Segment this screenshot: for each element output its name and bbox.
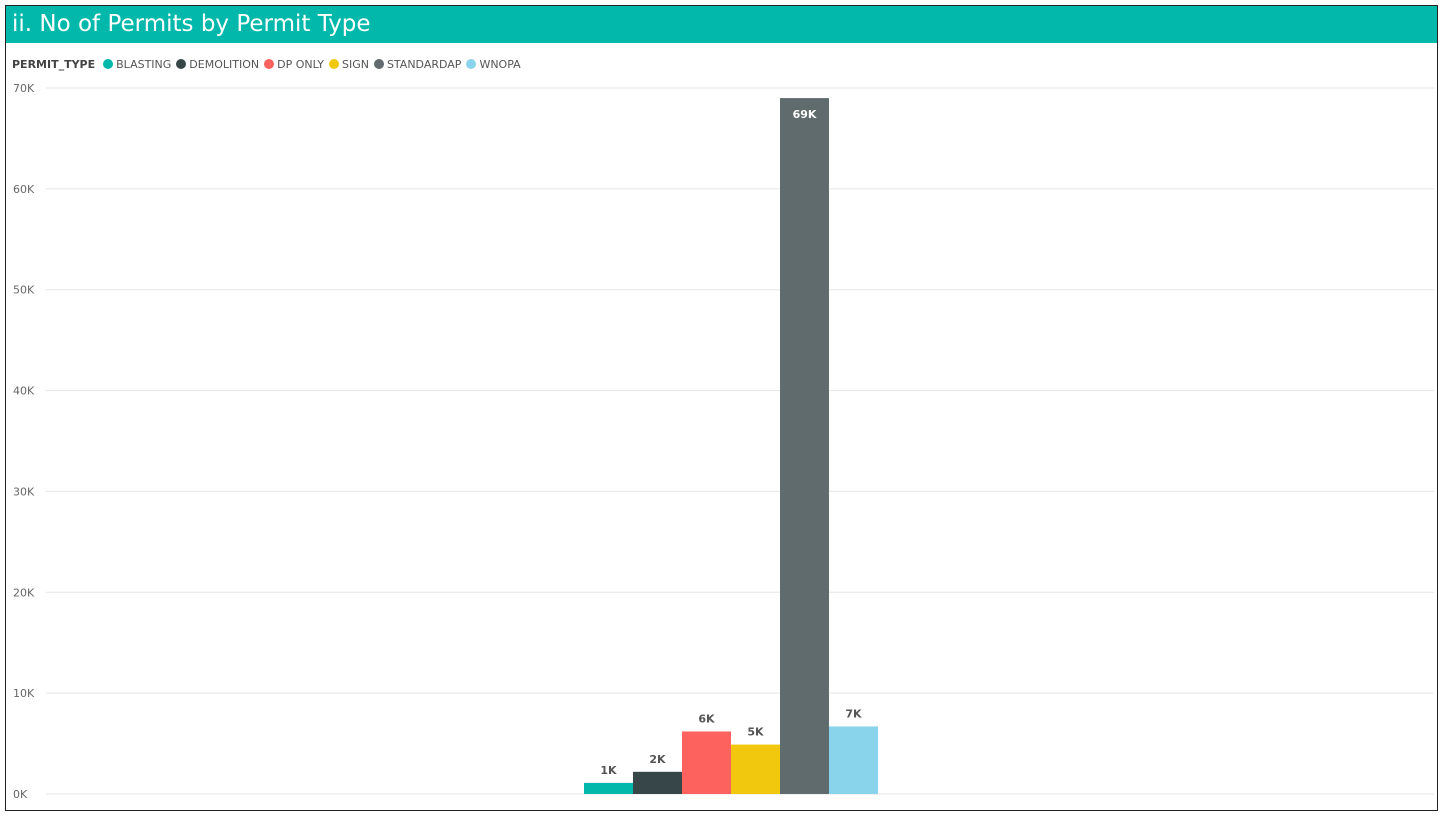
legend-item-blasting[interactable]: BLASTING: [103, 58, 171, 71]
bar-chart-plot: 0K 10K 20K 30K 40K 50K 60K 70K 1K 2K 6K 5K 69K 7K: [13, 82, 1434, 801]
data-label: 69K: [793, 108, 817, 121]
chart-visual: ii. No of Permits by Permit Type PERMIT_…: [5, 5, 1438, 811]
y-tick-label: 20K: [13, 586, 35, 599]
data-label: 5K: [747, 726, 764, 739]
y-tick-label: 0K: [13, 788, 28, 801]
legend-item-dp-only[interactable]: DP ONLY: [264, 58, 324, 71]
legend-label: SIGN: [341, 57, 369, 71]
legend-title: PERMIT_TYPE: [12, 57, 96, 71]
y-tick-label: 30K: [13, 485, 35, 498]
legend-item-sign[interactable]: SIGN: [328, 57, 369, 71]
data-label: 1K: [600, 764, 617, 777]
legend-label: BLASTING: [116, 57, 172, 71]
y-tick-label: 40K: [13, 385, 35, 398]
bar-demolition[interactable]: [633, 771, 682, 794]
bar-sign[interactable]: [731, 744, 780, 794]
legend-item-demolition[interactable]: DEMOLITION: [176, 58, 259, 71]
y-tick-label: 50K: [13, 284, 35, 297]
legend-swatch: [466, 59, 477, 69]
legend-item-standardap[interactable]: STANDARDAP: [373, 57, 462, 71]
legend: PERMIT_TYPE BLASTING DEMOLITION DP ONLY …: [12, 56, 526, 72]
y-tick-label: 70K: [13, 82, 35, 95]
bar-blasting[interactable]: [584, 782, 633, 794]
bar-dp-only[interactable]: [682, 731, 731, 794]
legend-item-wnopa[interactable]: WNOPA: [466, 57, 521, 71]
y-tick-label: 60K: [13, 183, 35, 196]
data-label: 6K: [698, 712, 715, 725]
legend-swatch: [328, 59, 339, 69]
legend-label: WNOPA: [479, 57, 521, 71]
chart-title: ii. No of Permits by Permit Type: [12, 11, 371, 37]
legend-swatch: [264, 59, 275, 69]
title-bar: ii. No of Permits by Permit Type: [6, 6, 1437, 43]
legend-swatch: [103, 59, 114, 69]
bar-wnopa[interactable]: [829, 726, 878, 794]
legend-swatch: [373, 59, 384, 69]
bar-standardap[interactable]: [780, 98, 829, 795]
legend-label: DEMOLITION: [189, 57, 260, 71]
y-tick-label: 10K: [13, 687, 35, 700]
legend-label: DP ONLY: [277, 57, 324, 71]
data-label: 7K: [845, 707, 862, 720]
data-label: 2K: [649, 753, 666, 766]
legend-label: STANDARDAP: [386, 57, 462, 71]
legend-swatch: [176, 59, 187, 69]
